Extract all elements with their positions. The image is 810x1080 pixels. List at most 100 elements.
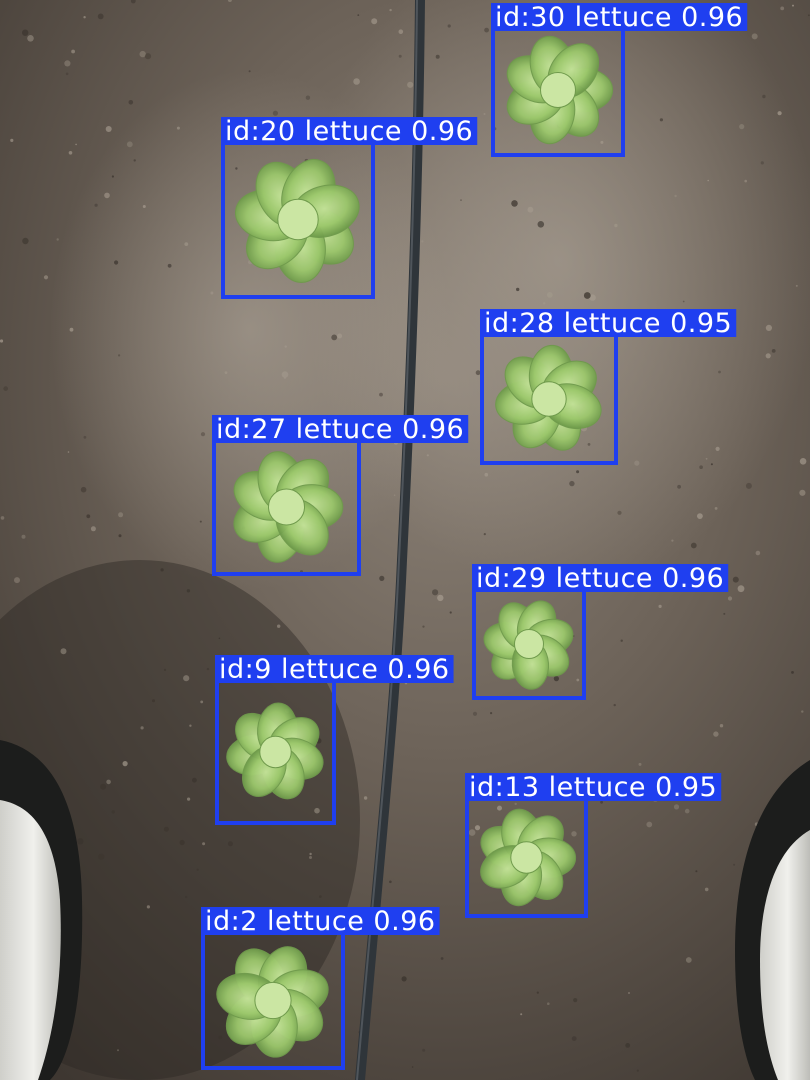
lettuce-plant (480, 808, 577, 907)
pebble (363, 796, 368, 800)
pebble (432, 589, 439, 596)
pebble (118, 534, 122, 538)
pebble (704, 887, 709, 892)
pebble (715, 446, 720, 451)
pebble (218, 637, 221, 640)
pebble (468, 829, 476, 836)
pebble (111, 810, 115, 814)
pebble (576, 470, 580, 474)
lettuce-core (540, 72, 576, 108)
pebble (111, 175, 114, 178)
pebble (799, 489, 806, 496)
pebble (760, 161, 764, 165)
drip-line-highlight (356, 0, 418, 1080)
pebble (690, 542, 697, 549)
pebble (126, 141, 133, 148)
detection-label: id:27 lettuce 0.96 (216, 414, 464, 445)
pebble (353, 78, 360, 85)
pebble (475, 370, 481, 376)
pebble (398, 54, 402, 58)
pebble (65, 72, 69, 76)
pebble (163, 826, 169, 832)
pebble (192, 777, 197, 783)
pebble (765, 324, 773, 331)
lettuce-core (531, 381, 567, 417)
pebble (421, 240, 424, 243)
label-background (480, 309, 737, 337)
pebble (10, 138, 14, 142)
tire-right (735, 760, 810, 1080)
drip-line (355, 0, 425, 1080)
label-background (215, 655, 454, 683)
lettuce-plant (233, 451, 344, 563)
pebble (277, 624, 281, 628)
detection-id-9: id:9 lettuce 0.96 (215, 654, 454, 825)
pebble (21, 534, 26, 539)
pebble (682, 300, 685, 303)
pebble (389, 880, 392, 884)
label-background (491, 3, 748, 31)
pebble (472, 711, 478, 716)
pebble (426, 454, 429, 457)
pebble (537, 221, 545, 228)
label-background (221, 117, 478, 145)
pebble (576, 678, 580, 682)
pebble (771, 349, 776, 353)
pebble (183, 675, 190, 682)
pebble (628, 992, 630, 994)
pebble (697, 513, 703, 519)
pebble (331, 334, 338, 341)
pebble (114, 260, 119, 265)
pebble (674, 194, 677, 198)
pebble (77, 838, 84, 845)
pebble (755, 550, 761, 556)
pebble (187, 797, 191, 801)
pebble (227, 841, 233, 847)
pebble (86, 514, 91, 519)
label-background (472, 564, 729, 592)
pebble (357, 14, 360, 16)
detection-label: id:20 lettuce 0.96 (225, 116, 473, 147)
pebble (714, 507, 718, 510)
detection-label: id:9 lettuce 0.96 (219, 654, 450, 685)
pebble (490, 712, 493, 715)
detection-id-13: id:13 lettuce 0.95 (465, 772, 722, 918)
detection-label: id:28 lettuce 0.95 (484, 308, 732, 339)
detection-id-27: id:27 lettuce 0.96 (212, 414, 469, 576)
pebble (727, 596, 733, 601)
pebble (0, 339, 4, 343)
label-background (465, 773, 722, 801)
pebble (732, 576, 739, 583)
pebble (634, 460, 640, 466)
pebble (98, 853, 105, 860)
pebble (167, 263, 172, 268)
pebble (744, 179, 747, 183)
pebble (106, 779, 111, 785)
pebble (118, 354, 121, 357)
pebble (235, 167, 238, 170)
pebble (281, 371, 289, 378)
pebble (227, 0, 232, 2)
pebble (808, 14, 810, 17)
pebble (707, 179, 709, 182)
pebble (705, 457, 708, 460)
lettuce-core (277, 198, 319, 241)
detection-id-20: id:20 lettuce 0.96 (221, 116, 478, 299)
pebble (200, 700, 204, 704)
pebble (546, 292, 553, 298)
pebble (160, 568, 164, 572)
pebble (43, 275, 49, 280)
lettuce-plant (234, 159, 360, 283)
pebble (401, 976, 407, 982)
lettuce-core (268, 488, 305, 526)
pebble (638, 762, 642, 766)
pebble (105, 126, 112, 132)
pebble (379, 392, 383, 397)
detection-id-2: id:2 lettuce 0.96 (201, 906, 440, 1070)
pebble (600, 140, 604, 144)
pebble (14, 577, 20, 584)
pebble (56, 238, 59, 241)
tire-left (0, 740, 83, 1080)
lettuce-core (254, 981, 292, 1020)
